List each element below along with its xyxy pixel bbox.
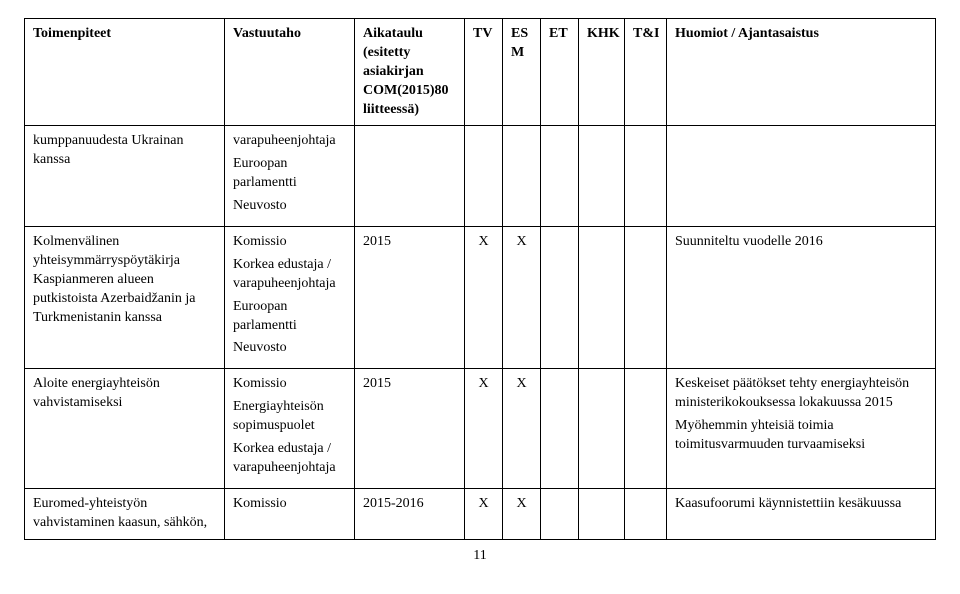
huom-line: Myöhemmin yhteisiä toimia toimitusvarmuu… xyxy=(675,417,927,455)
cell-tv: X xyxy=(465,369,503,488)
data-table: Toimenpiteet Vastuutaho Aikataulu (esite… xyxy=(24,18,936,540)
page-number: 11 xyxy=(24,548,936,564)
cell-ti xyxy=(625,488,667,539)
vast-line: Korkea edustaja / varapuheenjohtaja xyxy=(233,440,346,478)
vast-line: Euroopan parlamentti xyxy=(233,298,346,336)
cell-esm: X xyxy=(503,488,541,539)
cell-vast: Komissio xyxy=(225,488,355,539)
table-row: Euromed-yhteistyön vahvistaminen kaasun,… xyxy=(25,488,936,539)
table-row: Aloite energiayhteisön vahvistamiseksi K… xyxy=(25,369,936,488)
cell-toim: kumppanuudesta Ukrainan kanssa xyxy=(25,126,225,227)
table-row: Kolmenvälinen yhteisymmärryspöytäkirja K… xyxy=(25,227,936,369)
cell-huom: Kaasufoorumi käynnistettiin kesäkuussa xyxy=(667,488,936,539)
huom-line: Keskeiset päätökset tehty energiayhteisö… xyxy=(675,375,927,413)
cell-khk xyxy=(579,227,625,369)
cell-vast: varapuheenjohtaja Euroopan parlamentti N… xyxy=(225,126,355,227)
cell-ti xyxy=(625,369,667,488)
cell-aika: 2015-2016 xyxy=(355,488,465,539)
col-et: ET xyxy=(541,19,579,126)
cell-toim: Euromed-yhteistyön vahvistaminen kaasun,… xyxy=(25,488,225,539)
cell-khk xyxy=(579,488,625,539)
vast-line: Komissio xyxy=(233,495,346,514)
col-esm: ES M xyxy=(503,19,541,126)
table-header-row: Toimenpiteet Vastuutaho Aikataulu (esite… xyxy=(25,19,936,126)
col-vastuutaho: Vastuutaho xyxy=(225,19,355,126)
cell-huom: Suunniteltu vuodelle 2016 xyxy=(667,227,936,369)
vast-line: Komissio xyxy=(233,233,346,252)
cell-et xyxy=(541,126,579,227)
cell-aika xyxy=(355,126,465,227)
cell-aika: 2015 xyxy=(355,227,465,369)
cell-ti xyxy=(625,126,667,227)
vast-line: Euroopan parlamentti xyxy=(233,155,346,193)
cell-khk xyxy=(579,126,625,227)
col-ti: T&I xyxy=(625,19,667,126)
cell-ti xyxy=(625,227,667,369)
vast-line: Korkea edustaja / varapuheenjohtaja xyxy=(233,256,346,294)
cell-huom: Keskeiset päätökset tehty energiayhteisö… xyxy=(667,369,936,488)
vast-line: Energiayhteisön sopimuspuolet xyxy=(233,398,346,436)
table-row: kumppanuudesta Ukrainan kanssa varapuhee… xyxy=(25,126,936,227)
cell-khk xyxy=(579,369,625,488)
cell-toim: Aloite energiayhteisön vahvistamiseksi xyxy=(25,369,225,488)
cell-vast: Komissio Korkea edustaja / varapuheenjoh… xyxy=(225,227,355,369)
cell-toim: Kolmenvälinen yhteisymmärryspöytäkirja K… xyxy=(25,227,225,369)
vast-line: Neuvosto xyxy=(233,339,346,358)
cell-tv: X xyxy=(465,227,503,369)
vast-line: Komissio xyxy=(233,375,346,394)
cell-aika: 2015 xyxy=(355,369,465,488)
cell-et xyxy=(541,369,579,488)
col-huomiot: Huomiot / Ajantasaistus xyxy=(667,19,936,126)
cell-esm: X xyxy=(503,227,541,369)
vast-line: Neuvosto xyxy=(233,197,346,216)
cell-tv: X xyxy=(465,488,503,539)
cell-huom xyxy=(667,126,936,227)
col-aikataulu: Aikataulu (esitetty asiakirjan COM(2015)… xyxy=(355,19,465,126)
vast-line: varapuheenjohtaja xyxy=(233,132,346,151)
cell-vast: Komissio Energiayhteisön sopimuspuolet K… xyxy=(225,369,355,488)
cell-tv xyxy=(465,126,503,227)
col-toimenpiteet: Toimenpiteet xyxy=(25,19,225,126)
cell-esm xyxy=(503,126,541,227)
cell-et xyxy=(541,227,579,369)
cell-et xyxy=(541,488,579,539)
cell-esm: X xyxy=(503,369,541,488)
col-tv: TV xyxy=(465,19,503,126)
col-khk: KHK xyxy=(579,19,625,126)
